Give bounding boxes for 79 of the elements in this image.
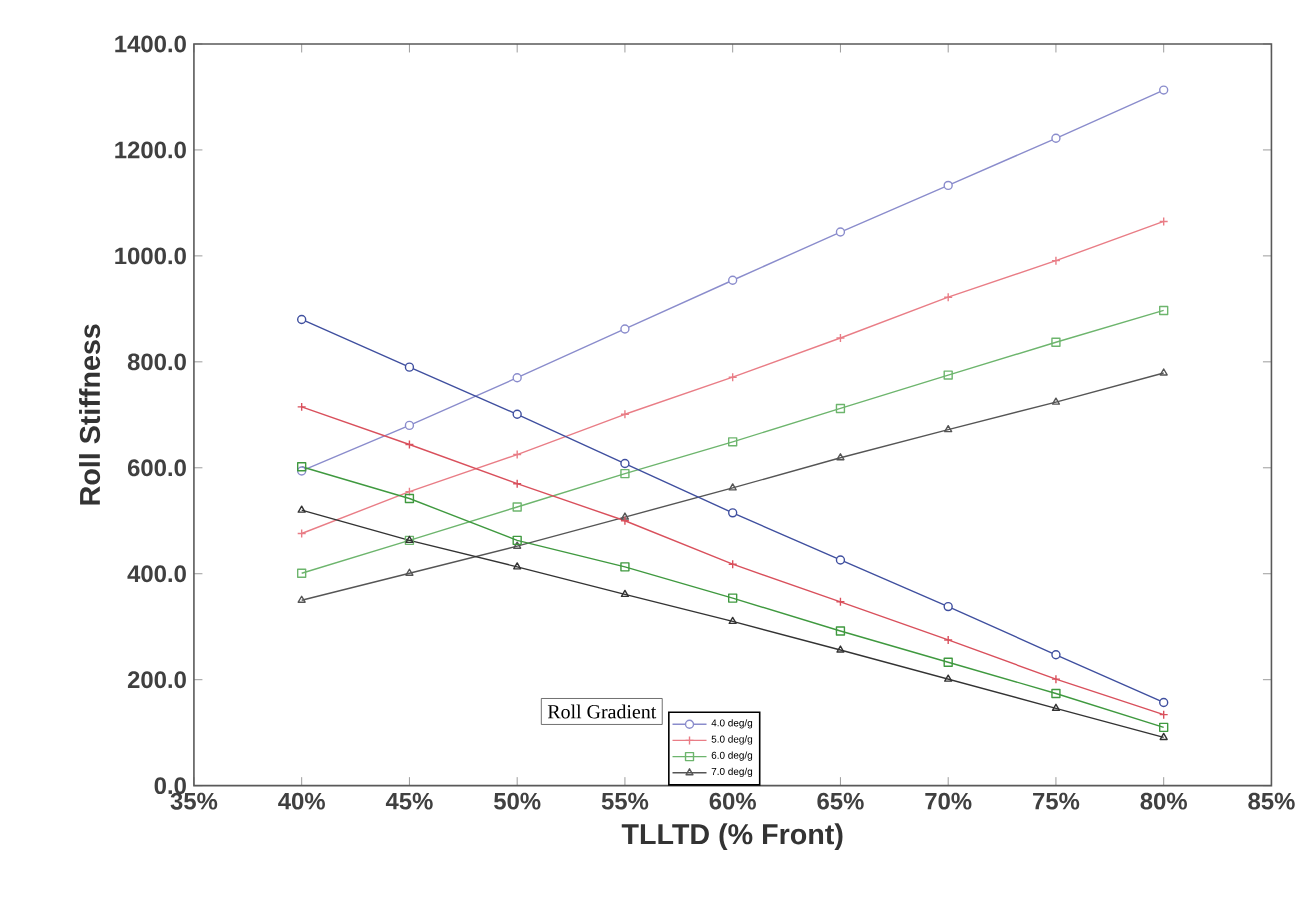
x-axis-title: TLLTD (% Front): [621, 823, 843, 851]
x-tick-label: 65%: [817, 792, 864, 810]
y-tick-label: 0.0: [154, 777, 186, 795]
point: [835, 555, 846, 565]
point: [512, 450, 522, 460]
point: [943, 602, 953, 612]
x-tick-label: 80%: [1140, 792, 1187, 810]
point: [620, 409, 630, 420]
point: [728, 616, 737, 625]
point: [620, 324, 630, 334]
x-tick-label: 75%: [1033, 792, 1080, 810]
point: [835, 333, 846, 343]
point: [1051, 688, 1061, 699]
y-axis-title: Roll Stiffness: [79, 324, 101, 505]
point: [513, 541, 522, 550]
point: [512, 502, 522, 512]
y-tick-label: 600.0: [127, 459, 186, 477]
point: [620, 589, 630, 598]
point: [836, 645, 845, 653]
point: [296, 568, 307, 579]
point: [728, 593, 738, 603]
point: [835, 597, 846, 607]
point: [728, 508, 738, 518]
point: [512, 479, 522, 489]
point: [405, 568, 414, 577]
point: [943, 292, 953, 303]
point: [1051, 650, 1061, 660]
y-tick-label: 800.0: [127, 353, 186, 371]
point: [728, 275, 738, 286]
x-tick-label: 35%: [170, 792, 218, 810]
x-tick-label: 85%: [1248, 792, 1295, 810]
point: [512, 409, 522, 420]
legend-title: Roll Gradient: [547, 704, 657, 719]
point: [512, 373, 522, 383]
point: [404, 362, 415, 372]
point: [1159, 697, 1169, 708]
point: [944, 674, 953, 683]
x-tick-label: 60%: [709, 792, 756, 810]
point: [1159, 85, 1169, 95]
point: [513, 562, 522, 570]
y-tick-label: 1200.0: [115, 141, 186, 159]
point: [1051, 133, 1061, 144]
point: [943, 180, 953, 191]
point: [1051, 674, 1061, 685]
x-tick-label: 55%: [601, 792, 649, 810]
x-tick-label: 45%: [385, 792, 433, 810]
point: [296, 314, 307, 325]
point: [1051, 397, 1061, 405]
point: [835, 227, 846, 237]
point: [404, 494, 415, 504]
point: [1051, 256, 1061, 266]
y-tick-label: 400.0: [127, 565, 186, 583]
point: [728, 437, 738, 447]
point: [728, 483, 737, 491]
point: [1051, 703, 1061, 712]
point: [943, 370, 953, 380]
point: [944, 425, 953, 433]
point: [620, 516, 630, 526]
y-tick-label: 200.0: [127, 671, 186, 689]
point: [1051, 337, 1061, 348]
point: [404, 420, 415, 431]
point: [835, 626, 846, 636]
x-tick-label: 40%: [278, 792, 325, 810]
point: [620, 459, 630, 469]
x-tick-label: 70%: [925, 792, 972, 810]
y-tick-label: 1000.0: [115, 247, 186, 265]
point: [620, 469, 630, 479]
point: [1159, 722, 1169, 733]
point: [835, 403, 846, 414]
point: [943, 635, 953, 645]
y-tick-label: 1400.0: [115, 35, 186, 53]
line-series: [296, 305, 1169, 579]
point: [620, 562, 630, 572]
point: [620, 512, 630, 520]
point: [512, 535, 522, 546]
point: [1159, 305, 1169, 316]
point: [943, 657, 953, 668]
point: [836, 453, 845, 461]
x-tick-label: 50%: [494, 792, 541, 810]
